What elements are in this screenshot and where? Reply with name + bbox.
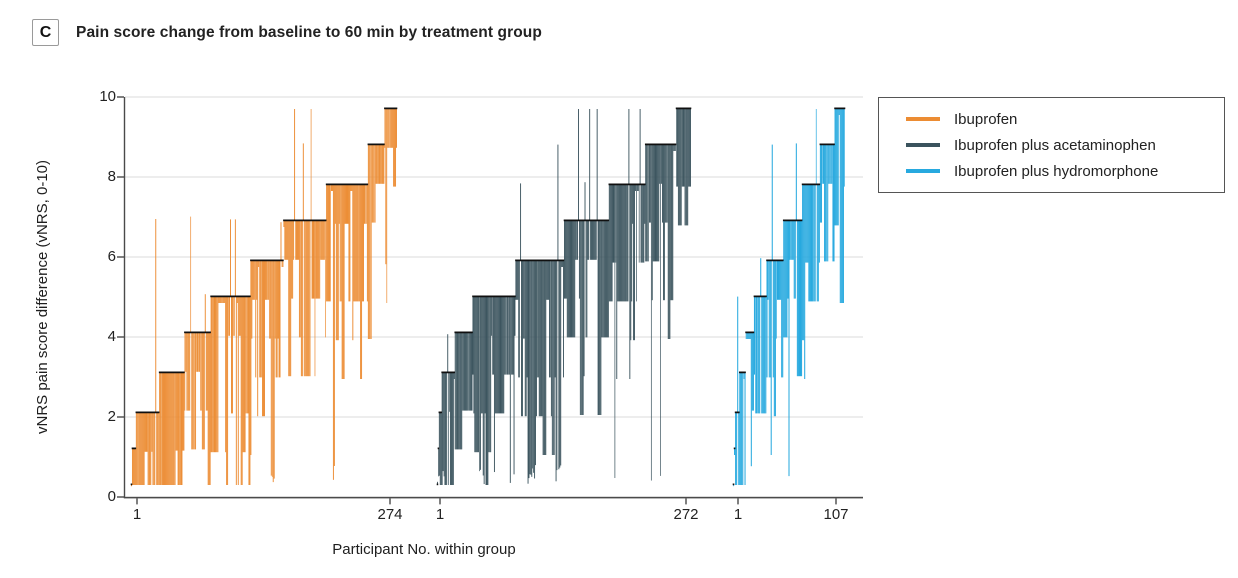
y-tick-label-6: 6 — [107, 248, 116, 265]
legend-label: Ibuprofen plus hydromorphone — [954, 162, 1159, 180]
legend-line-swatch-acetaminophen — [906, 143, 940, 147]
legend-line-swatch-hydromorphone — [906, 169, 940, 173]
legend-item-ibuprofen-acetaminophen: Ibuprofen plus acetaminophen — [906, 137, 1224, 154]
y-tick-label-10: 10 — [99, 88, 116, 105]
y-tick-label-2: 2 — [107, 408, 116, 425]
y-tick-label-4: 4 — [107, 328, 116, 345]
y-axis-title: vNRS pain score difference (vNRS, 0-10) — [34, 160, 51, 434]
legend: Ibuprofen Ibuprofen plus acetaminophen I… — [878, 97, 1225, 193]
y-tick-label-0: 0 — [107, 488, 116, 505]
y-tick-label-8: 8 — [107, 168, 116, 185]
x-tick-g3-last: 107 — [823, 506, 849, 523]
x-tick-g3-first: 1 — [733, 506, 743, 523]
panel-letter-badge: C — [32, 19, 59, 46]
legend-line-swatch-ibuprofen — [906, 117, 940, 121]
x-tick-g1-first: 1 — [132, 506, 142, 523]
legend-item-ibuprofen-hydromorphone: Ibuprofen plus hydromorphone — [906, 163, 1224, 180]
x-tick-g1-last: 274 — [377, 506, 403, 523]
legend-item-ibuprofen: Ibuprofen — [906, 111, 1224, 128]
x-tick-g2-first: 1 — [435, 506, 445, 523]
x-axis-title: Participant No. within group — [332, 541, 516, 558]
x-tick-g2-last: 272 — [673, 506, 699, 523]
legend-label: Ibuprofen — [954, 110, 1018, 128]
panel-title: Pain score change from baseline to 60 mi… — [76, 24, 542, 41]
legend-label: Ibuprofen plus acetaminophen — [954, 136, 1156, 154]
